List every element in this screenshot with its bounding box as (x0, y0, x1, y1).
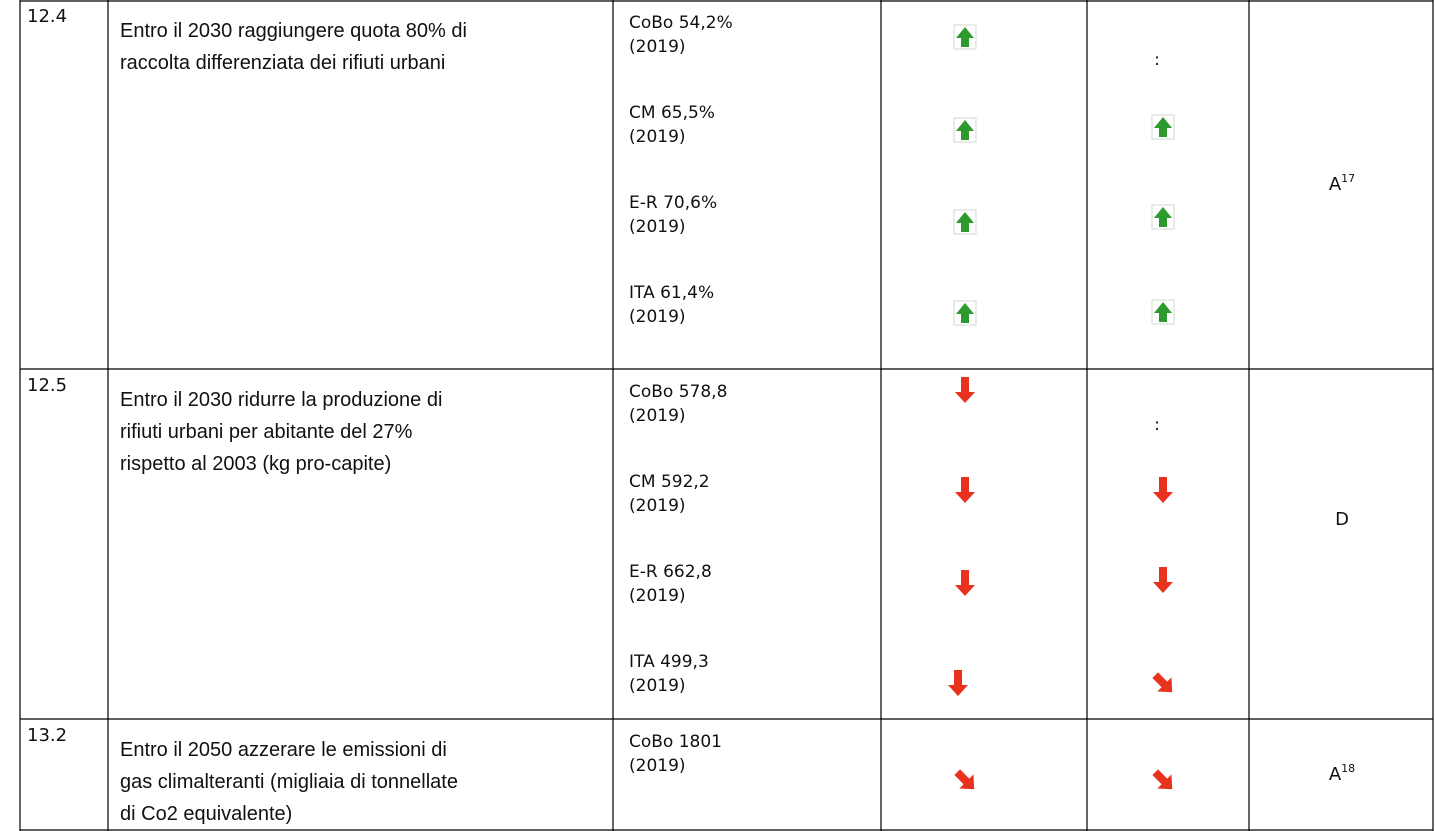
indicator-line: E-R 662,8 (629, 562, 712, 582)
indicator: E-R 662,8 (2019) (629, 560, 712, 608)
goal-line: di Co2 equivalente) (120, 803, 293, 825)
indicator: CM 592,2 (2019) (629, 470, 710, 518)
indicator: ITA 61,4% (2019) (629, 281, 714, 329)
footnote-ref: 17 (1341, 172, 1356, 185)
indicator: CoBo 54,2% (2019) (629, 11, 733, 59)
indicator: ITA 499,3 (2019) (629, 650, 709, 698)
assessment-text: A (1328, 174, 1342, 195)
assessment: D (1335, 508, 1349, 532)
indicator-line: CM 65,5% (629, 103, 715, 123)
indicator-line: CoBo 1801 (629, 732, 723, 752)
indicator-line: (2019) (629, 586, 686, 606)
assessment: A18 (1329, 763, 1355, 787)
goal-line: rispetto al 2003 (kg pro-capite) (120, 453, 392, 475)
indicator-line: (2019) (629, 307, 686, 327)
indicator-line: ITA 499,3 (629, 652, 709, 672)
indicator-line: (2019) (629, 406, 686, 426)
footnote-ref: 18 (1341, 762, 1356, 775)
indicator-line: CoBo 578,8 (629, 382, 728, 402)
goal: Entro il 2050 azzerare le emissioni di ga… (120, 734, 458, 830)
indicator-line: (2019) (629, 217, 686, 237)
goal-line: rifiuti urbani per abitante del 27% (120, 421, 413, 443)
indicator: CoBo 578,8 (2019) (629, 380, 727, 428)
long-term-note: : (1154, 50, 1160, 70)
indicator-line: (2019) (629, 127, 686, 147)
indicator: E-R 70,6% (2019) (629, 191, 717, 239)
goal: Entro il 2030 raggiungere quota 80% di ra… (120, 15, 467, 79)
indicator: CoBo 1801 (2019) (629, 730, 722, 778)
trend-arrows (948, 24, 1180, 797)
indicator-line: (2019) (629, 676, 686, 696)
indicator-line: (2019) (629, 756, 686, 776)
goal-line: Entro il 2030 ridurre la produzione di (120, 389, 443, 411)
long-term-note: : (1154, 415, 1160, 435)
indicator-line: (2019) (629, 37, 686, 57)
goal-line: gas climalteranti (migliaia di tonnellat… (120, 771, 458, 793)
row-id: 12.4 (27, 6, 68, 27)
indicator-line: (2019) (629, 496, 686, 516)
row-id: 12.5 (27, 375, 68, 396)
indicator-line: ITA 61,4% (629, 283, 715, 303)
goal: Entro il 2030 ridurre la produzione di ri… (120, 384, 442, 480)
indicator-line: E-R 70,6% (629, 193, 718, 213)
goal-line: raccolta differenziata dei rifiuti urban… (120, 52, 446, 74)
row-id: 13.2 (27, 725, 68, 746)
goal-line: Entro il 2050 azzerare le emissioni di (120, 739, 447, 761)
assessment-text: A (1328, 764, 1342, 785)
assessment-text: D (1335, 509, 1349, 530)
goal-line: Entro il 2030 raggiungere quota 80% di (120, 20, 467, 42)
borders (19, 0, 1434, 831)
indicator-line: CM 592,2 (629, 472, 710, 492)
indicator-line: CoBo 54,2% (629, 13, 733, 33)
indicator: CM 65,5% (2019) (629, 101, 715, 149)
assessment: A17 (1329, 173, 1355, 197)
